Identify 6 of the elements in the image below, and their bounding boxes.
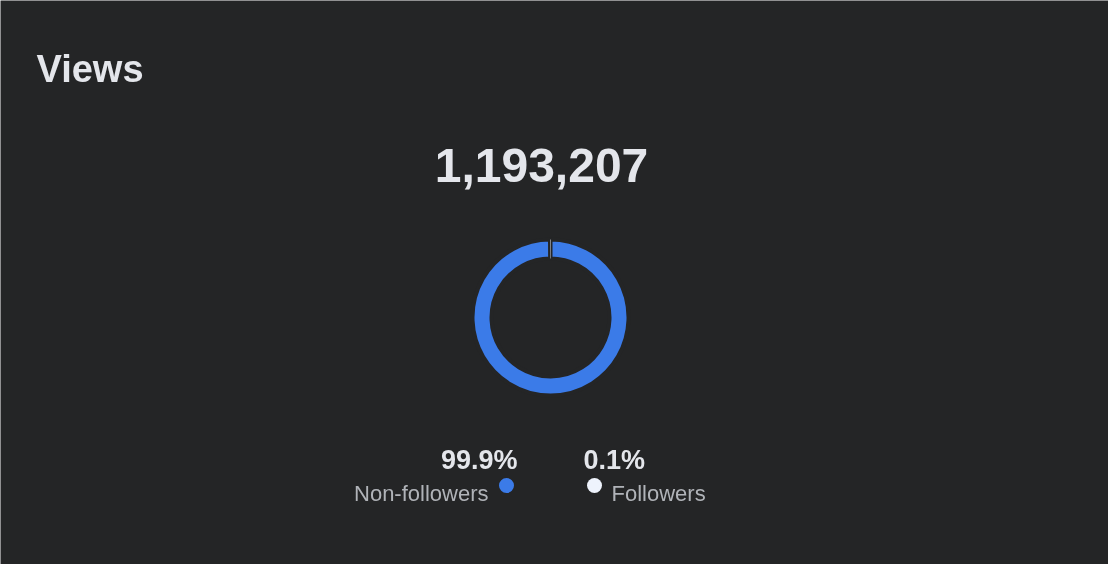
legend-label: Followers (611, 481, 706, 506)
chart-title: Views (36, 47, 144, 90)
data-label: 0.1% (583, 444, 646, 475)
data-label: 99.9% (440, 444, 518, 475)
slice-label: Non-followers (354, 481, 489, 506)
chart-subtitle: 1,193,207 (434, 139, 649, 192)
